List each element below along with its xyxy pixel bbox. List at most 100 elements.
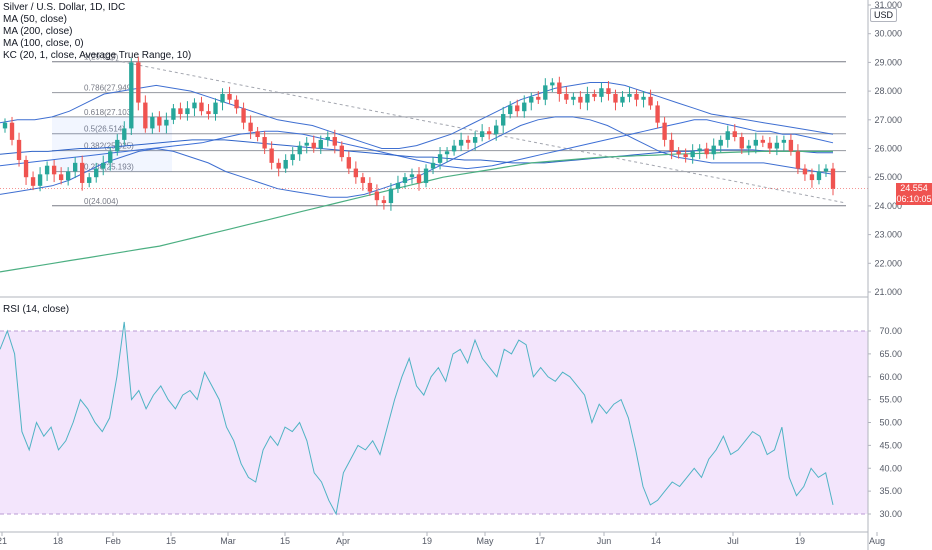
candle-body (395, 182, 401, 189)
kc-lower-line (0, 116, 834, 198)
candle-body (255, 131, 260, 138)
candle (430, 157, 436, 175)
rsi-line (0, 321, 834, 516)
candle (2, 118, 8, 133)
time-tick-label: 14 (651, 536, 661, 546)
candle-body (23, 159, 29, 178)
candle (788, 134, 794, 156)
candle (451, 139, 457, 156)
candle-body (634, 93, 639, 100)
candle (262, 131, 267, 154)
time-tick-label: 17 (535, 536, 545, 546)
candle (101, 155, 106, 176)
candle (739, 132, 744, 154)
currency-badge[interactable]: USD (870, 8, 898, 22)
time-tick-label: Apr (336, 536, 350, 546)
candle (30, 171, 36, 191)
candle (564, 86, 569, 105)
time-tick-label: 19 (422, 536, 432, 546)
candle-body (479, 131, 485, 138)
candle-body (676, 151, 681, 155)
candle-body (795, 151, 801, 169)
candle (346, 151, 352, 175)
candle-body (248, 122, 253, 132)
price-tick-label: 25.000 (874, 172, 902, 182)
candle (718, 135, 723, 153)
candle (732, 124, 737, 142)
candle-body (51, 165, 57, 175)
candle-body (641, 96, 646, 100)
time-tick-label: May (476, 536, 494, 546)
price-tick-label: 27.000 (874, 115, 902, 125)
candle-body (648, 96, 653, 106)
candle (65, 167, 71, 186)
candle (87, 172, 92, 188)
candle-body (620, 96, 625, 103)
candle (318, 135, 323, 154)
candle (416, 167, 422, 191)
candle-body (543, 85, 548, 100)
candle-body (627, 93, 632, 97)
candle-body (213, 102, 218, 115)
candle-body (830, 168, 836, 189)
candle-body (585, 93, 590, 103)
candle (781, 135, 787, 151)
price-tick-label: 24.000 (874, 201, 902, 211)
candle-body (753, 139, 758, 146)
candle (437, 147, 443, 170)
indicator-kc[interactable]: KC (20, 1, close, Average True Range, 10… (3, 50, 192, 61)
candle-body (430, 162, 436, 169)
candle (571, 92, 576, 106)
candle-body (360, 177, 366, 183)
candle (269, 141, 274, 170)
indicator-ma50[interactable]: MA (50, close) (3, 14, 67, 25)
candle-body (262, 137, 267, 149)
candle-body (185, 108, 190, 115)
candle-body (178, 108, 183, 115)
candle-body (290, 154, 295, 160)
candle (227, 86, 232, 105)
time-tick-label: Jun (597, 536, 612, 546)
candle-body (16, 139, 22, 160)
candle (185, 101, 190, 121)
candle (199, 96, 204, 116)
rsi-title[interactable]: RSI (14, close) (3, 304, 70, 315)
candle (248, 115, 253, 140)
candle (283, 154, 288, 173)
candle-body (332, 137, 337, 146)
candle-body (381, 200, 387, 204)
candle (613, 89, 618, 111)
candle-body (444, 151, 450, 155)
candle (241, 102, 246, 130)
candlesticks (2, 56, 836, 211)
candle (669, 132, 674, 160)
candle (704, 142, 709, 159)
candle (234, 95, 239, 114)
ma50-line (0, 119, 834, 170)
price-tick-label: 29.000 (874, 57, 902, 67)
candle-body (30, 177, 36, 186)
candle-body (732, 131, 737, 138)
indicator-ma100[interactable]: MA (100, close, 0) (3, 38, 84, 49)
candle (823, 164, 829, 177)
price-tick-label: 21.000 (874, 287, 902, 297)
ma100-line (0, 139, 833, 164)
candle-body (718, 139, 723, 146)
candle-body (781, 139, 787, 143)
candle (515, 99, 520, 117)
candle (402, 172, 408, 189)
rsi-tick-label: 60.00 (879, 372, 902, 382)
candle (94, 162, 99, 183)
candle-body (816, 171, 822, 181)
candle-body (122, 128, 127, 140)
candle-body (501, 114, 506, 126)
candle (395, 175, 401, 193)
candle (58, 167, 64, 185)
candle (774, 135, 780, 156)
candle-body (367, 182, 373, 192)
candle-body (690, 151, 695, 158)
candle (325, 131, 330, 147)
candle (171, 104, 176, 125)
candle-body (304, 142, 309, 146)
indicator-ma200[interactable]: MA (200, close) (3, 26, 73, 37)
